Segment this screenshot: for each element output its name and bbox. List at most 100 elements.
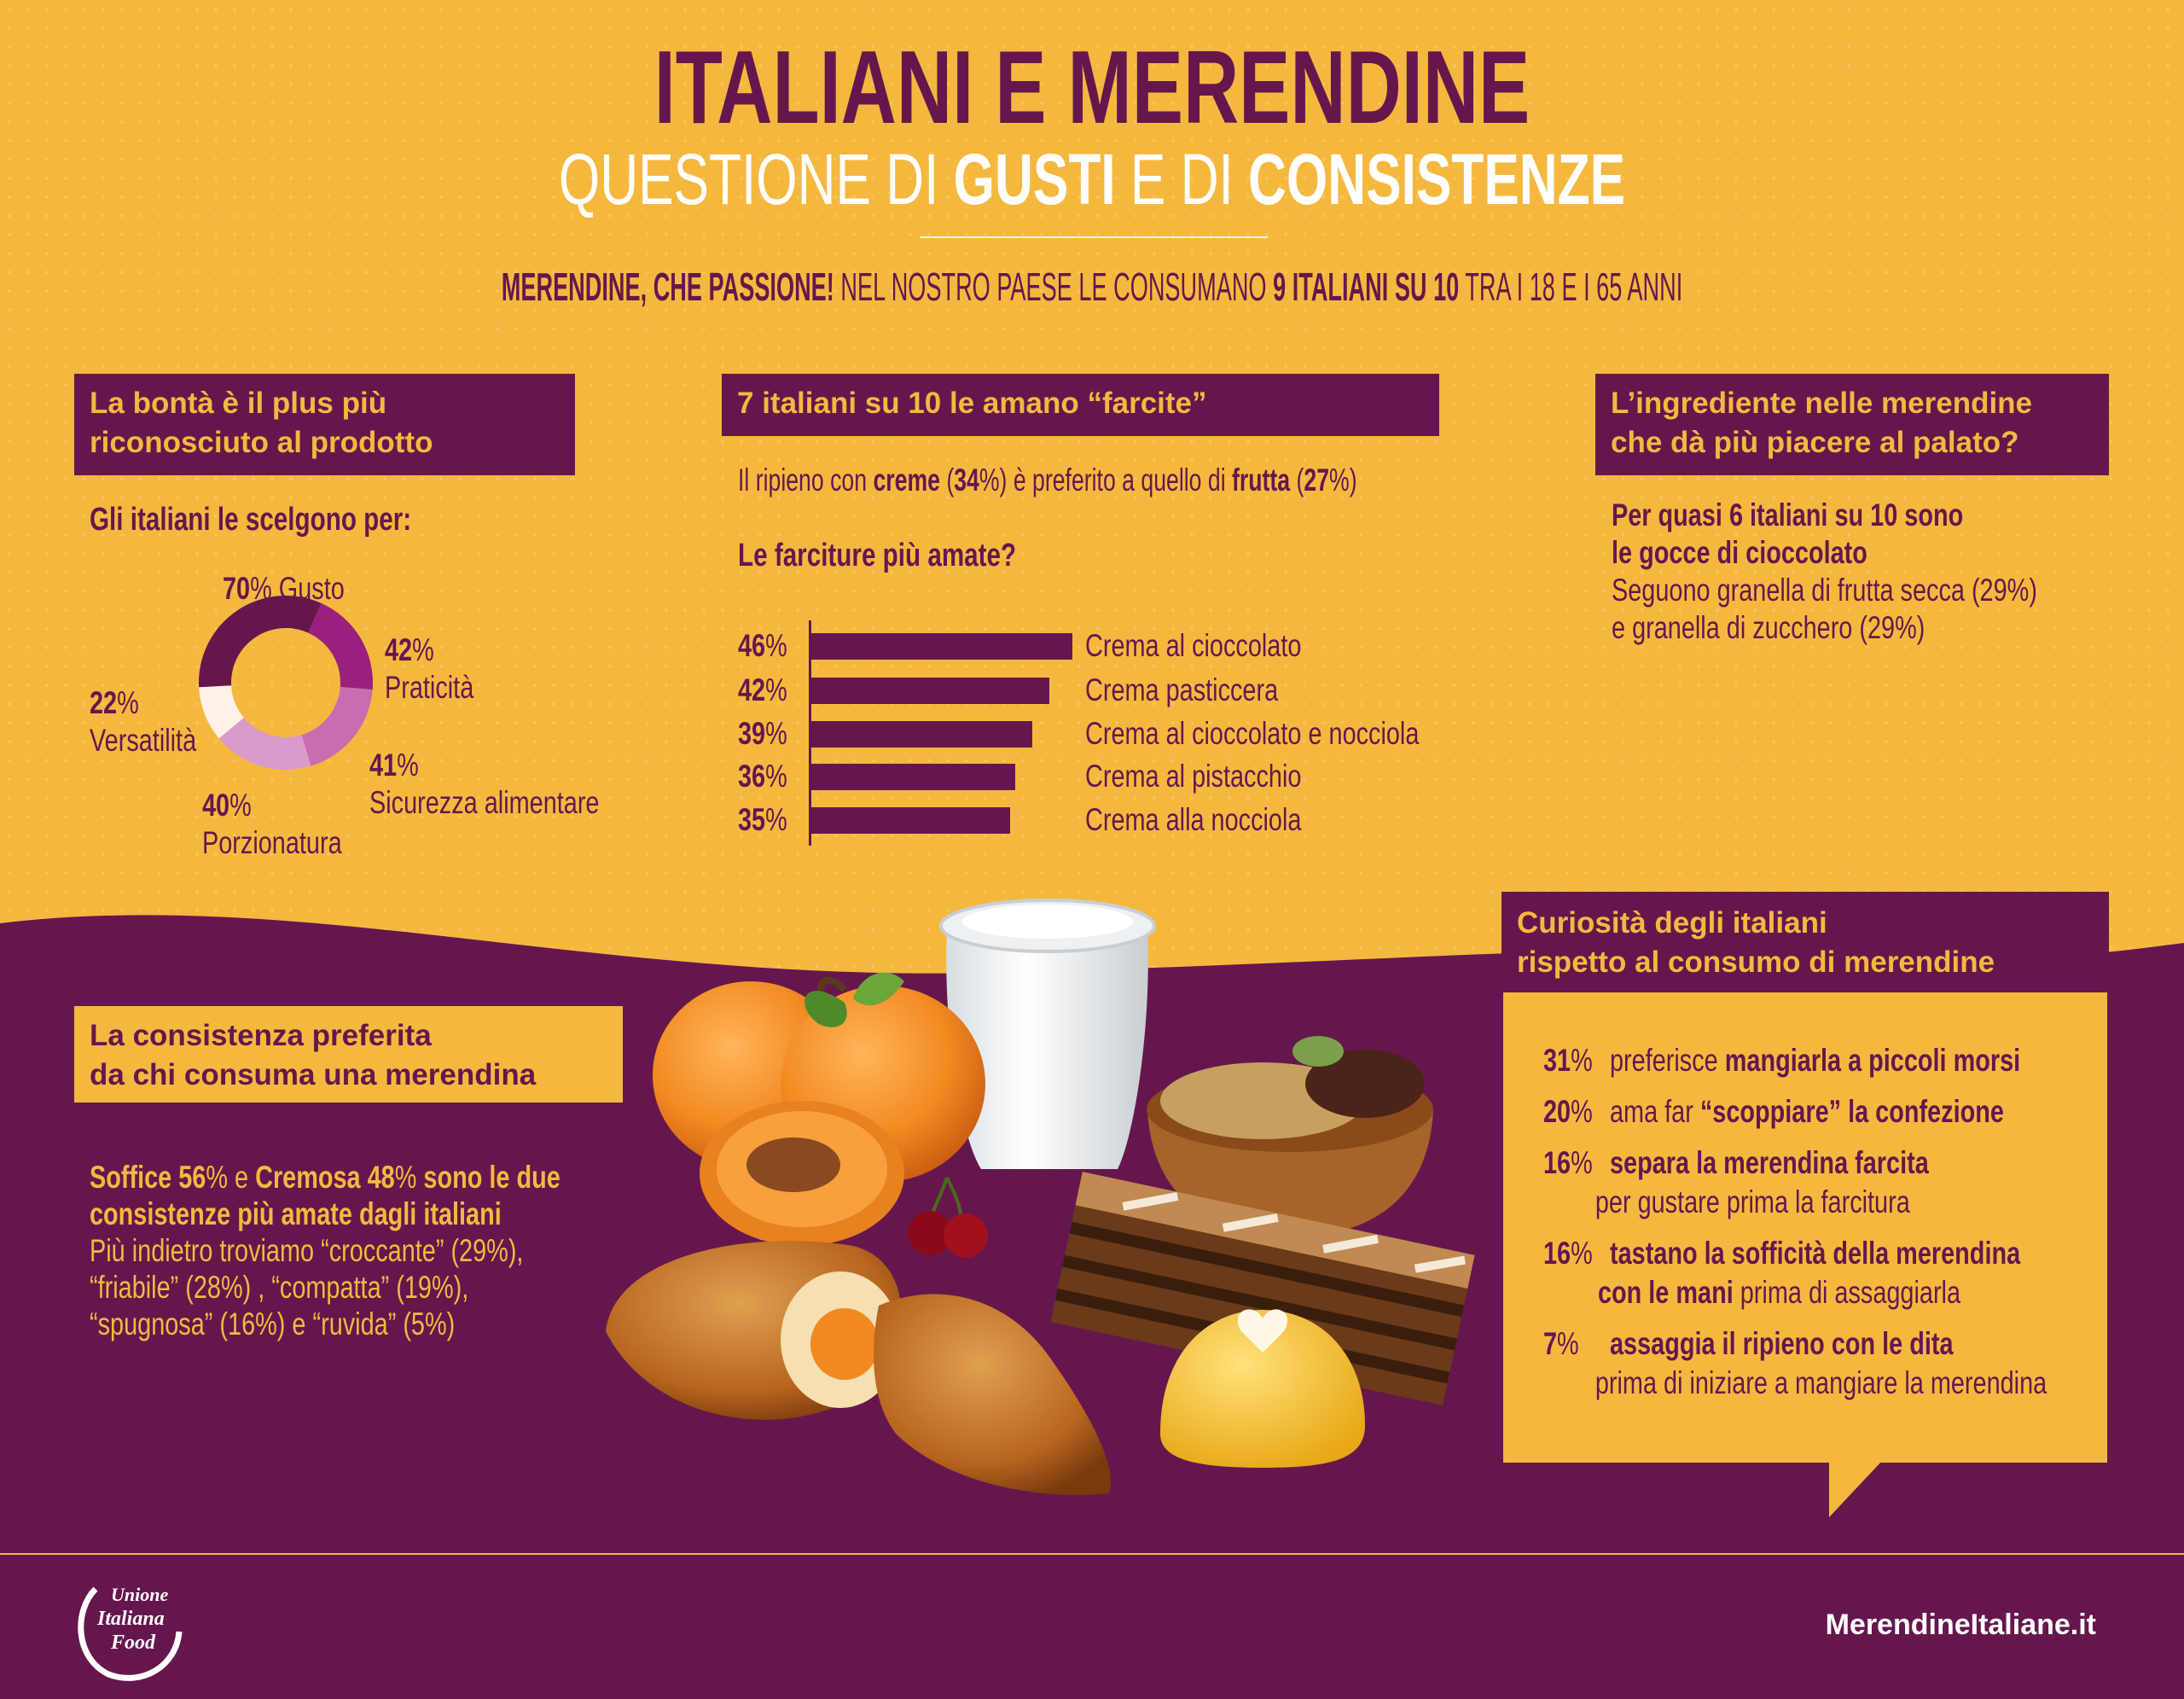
curiosita-item: 20% ama far “scoppiare” la confezione bbox=[1543, 1092, 2184, 1143]
bar bbox=[811, 678, 1050, 704]
ingrediente-heading: L’ingrediente nelle merendine che dà più… bbox=[1595, 374, 2109, 475]
donut-label-praticita: 42% Praticità bbox=[385, 631, 499, 707]
header-subtitle-c: E DI bbox=[1115, 139, 1249, 219]
header-tagline-d: TRA I 18 E I 65 ANNI bbox=[1459, 265, 1683, 309]
curiosita-items-0-pct: % bbox=[1571, 1043, 1593, 1078]
curiosita-items-1-b: “scoppiare” la confezione bbox=[1699, 1094, 2004, 1129]
consistenza-line1-a: Soffice 56 bbox=[90, 1160, 206, 1195]
bar-unit: % bbox=[765, 672, 787, 707]
farcite-intro-h: 27 bbox=[1304, 463, 1330, 497]
bar-category-label: Crema pasticcera bbox=[1085, 672, 1279, 707]
chart_data-0-slices-4-num: 22 bbox=[90, 685, 118, 720]
bonta-lead: Gli italiani le scelgono per: bbox=[90, 502, 502, 538]
farcite-intro-i: %) bbox=[1329, 463, 1357, 497]
header-tagline-b: NEL NOSTRO PAESE LE CONSUMANO bbox=[834, 265, 1274, 309]
consistenza-line1-e: % bbox=[394, 1160, 417, 1195]
curiosita-items-4-c: prima di iniziare a mangiare la merendin… bbox=[1594, 1365, 2048, 1400]
apricots bbox=[653, 972, 985, 1246]
farcite-intro-c: ( bbox=[939, 463, 955, 497]
curiosita-heading: Curiosità degli italiani rispetto al con… bbox=[1502, 892, 2109, 994]
chart_data-0-slices-4-label: Versatilità bbox=[90, 723, 197, 758]
header-tagline-a: MERENDINE, CHE PASSIONE! bbox=[501, 265, 834, 309]
chart_data-0-slices-2-label: Sicurezza alimentare bbox=[369, 785, 600, 820]
chart_data-0-unit: % bbox=[229, 788, 252, 823]
header-subtitle-b: GUSTI bbox=[953, 139, 1116, 219]
svg-text:Food: Food bbox=[110, 1632, 156, 1654]
curiosita-items-4-pct: % bbox=[1557, 1326, 1579, 1361]
curiosita-items-4-b: assaggia il ripieno con le dita bbox=[1610, 1326, 1954, 1361]
curiosita-items-0-a: preferisce bbox=[1610, 1043, 1725, 1078]
ingrediente-text: Per quasi 6 italiani su 10 sono le gocce… bbox=[1612, 497, 2158, 647]
donut-slice-porzionatura bbox=[218, 717, 311, 770]
curiosita-item: 16% separa la merendina farcita per gustar… bbox=[1543, 1143, 2184, 1234]
consistenza-text: Soffice 56% e Cremosa 48% sono le due co… bbox=[90, 1159, 693, 1342]
curiosita-items-1-num: 20 bbox=[1543, 1094, 1571, 1129]
bar-chart-axis bbox=[809, 620, 811, 846]
bar-category-label: Crema al pistacchio bbox=[1085, 759, 1302, 794]
chart_data-0-unit: % bbox=[397, 748, 419, 783]
curiosita-items-1-pct: % bbox=[1571, 1094, 1593, 1129]
chart_data-0-unit: % bbox=[250, 571, 272, 606]
farcite-intro-b: creme bbox=[873, 463, 940, 497]
donut-label-porzionatura: 40% Porzionatura bbox=[202, 787, 381, 862]
yellow-cake bbox=[1160, 1309, 1365, 1468]
svg-text:Italiana: Italiana bbox=[96, 1608, 165, 1630]
donut-slice-sicurezza-alimentare bbox=[301, 687, 373, 766]
bar-unit: % bbox=[765, 759, 787, 794]
ingrediente-bold_lines-1: le gocce di cioccolato bbox=[1612, 535, 1867, 570]
curiosita-items-4-num: 7 bbox=[1543, 1326, 1558, 1361]
bar-unit: % bbox=[765, 716, 787, 751]
cherries bbox=[908, 1177, 988, 1258]
svg-text:Unione: Unione bbox=[111, 1584, 168, 1605]
chart_data-0-slices-2-num: 41 bbox=[369, 748, 398, 783]
website-link[interactable]: MerendineItaliane.it bbox=[1825, 1609, 2096, 1641]
ingrediente-heading-1: che dà più piacere al palato? bbox=[1611, 426, 2019, 459]
curiosita-heading-0: Curiosità degli italiani bbox=[1517, 906, 1827, 940]
consistenza-line2: consistenze più amate dagli italiani bbox=[90, 1196, 502, 1231]
bonta-heading: La bontà è il plus più riconosciuto al p… bbox=[74, 374, 575, 475]
unione-italiana-food-logo: Unione Italiana Food bbox=[78, 1584, 183, 1681]
curiosita-items-0-b: mangiarla a piccoli morsi bbox=[1724, 1043, 2021, 1078]
bar-value: 42 bbox=[738, 672, 766, 707]
bar-value-label: 39% bbox=[738, 715, 801, 753]
tagline: MERENDINE, CHE PASSIONE! NEL NOSTRO PAES… bbox=[0, 265, 2184, 309]
consistenza-lines-1: “friabile” (28%) , “compatta” (19%), bbox=[90, 1270, 469, 1305]
bar bbox=[811, 633, 1072, 660]
curiosita-list: 31% preferisce mangiarla a piccoli morsi … bbox=[1543, 1041, 2184, 1415]
title-divider bbox=[920, 236, 1268, 238]
donut-label-sicurezza: 41% Sicurezza alimentare bbox=[369, 747, 664, 822]
farcite-question: Le farciture più amate? bbox=[738, 538, 1095, 574]
farcite-intro-d: 34 bbox=[954, 463, 979, 497]
curiosita-items-2-b: separa la merendina farcita bbox=[1610, 1145, 1929, 1180]
consistenza-line1-d: Cremosa 48 bbox=[255, 1160, 395, 1195]
chart_data-0-slices-0-label: Gusto bbox=[278, 571, 345, 606]
chart_data-0-slices-0-num: 70 bbox=[223, 571, 251, 606]
bonta-heading-1: riconosciuto al prodotto bbox=[90, 426, 433, 459]
curiosita-heading-1: rispetto al consumo di merendine bbox=[1517, 946, 1995, 979]
bar-value-label: 35% bbox=[738, 801, 801, 839]
curiosita-items-3-pct: % bbox=[1571, 1236, 1593, 1271]
bar-value: 39 bbox=[738, 716, 766, 751]
donut-slice-gusto bbox=[199, 596, 322, 688]
bar-value-label: 36% bbox=[738, 758, 801, 795]
bonta-lead: Gli italiani le scelgono per: bbox=[90, 502, 412, 538]
consistenza-heading-0: La consistenza preferita bbox=[90, 1019, 432, 1052]
croissants bbox=[606, 1241, 1111, 1495]
page-subtitle: QUESTIONE DI GUSTI E DI CONSISTENZE bbox=[0, 141, 2184, 218]
farcite-intro-g: ( bbox=[1290, 463, 1304, 497]
speech-bubble-tail bbox=[1829, 1461, 1882, 1517]
donut-label-gusto: 70% Gusto bbox=[223, 570, 379, 608]
ingrediente-lines-0: Seguono granella di frutta secca (29%) bbox=[1612, 573, 2037, 608]
consistenza-heading: La consistenza preferita da chi consuma … bbox=[74, 1006, 623, 1103]
chart_data-0-slices-1-label: Praticità bbox=[385, 670, 474, 705]
curiosita-items-0-num: 31 bbox=[1543, 1043, 1571, 1078]
bar-value-label: 46% bbox=[738, 627, 801, 665]
donut-slice-versatilit- bbox=[199, 685, 244, 739]
farcite-intro-f: frutta bbox=[1232, 463, 1291, 497]
farcite-heading: 7 italiani su 10 le amano “farcite” bbox=[737, 387, 1207, 420]
bar bbox=[811, 764, 1016, 790]
farcite-intro-a: Il ripieno con bbox=[738, 463, 874, 497]
bar bbox=[811, 721, 1033, 748]
chart_data-0-slices-3-label: Porzionatura bbox=[202, 825, 342, 860]
